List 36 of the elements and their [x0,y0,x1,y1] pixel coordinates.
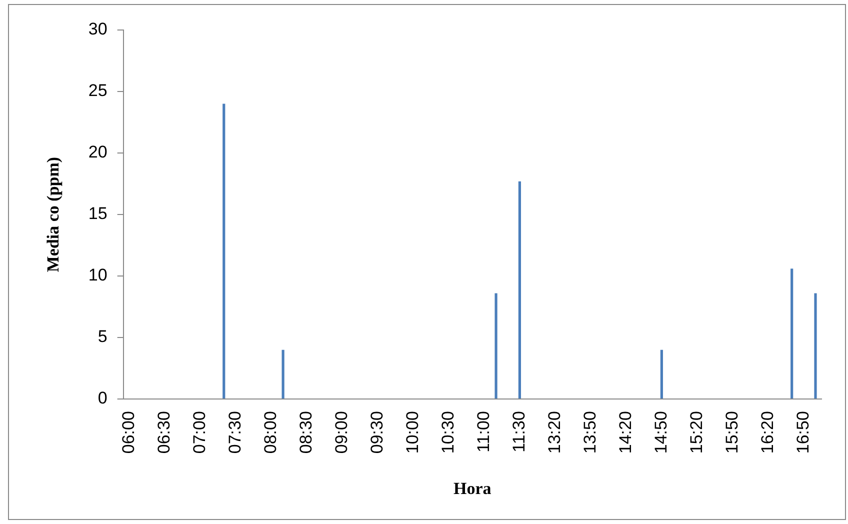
x-tick-label: 13:20 [544,411,564,454]
y-tick-label: 30 [88,20,108,39]
bar [222,104,226,399]
bar [790,268,794,399]
x-tick-label: 06:30 [154,411,174,454]
y-tick-label: 15 [88,204,108,224]
x-tick-label: 09:30 [367,411,386,454]
y-tick-label: 10 [88,266,108,285]
x-tick-label: 08:00 [260,411,280,454]
bar [518,181,521,399]
bar [814,293,817,399]
bar [494,293,498,399]
y-tick-label: 20 [88,142,108,162]
x-tick-label: 11:00 [474,411,493,452]
y-tick-label: 5 [98,327,108,346]
x-axis-title: Hora [453,479,492,498]
x-tick-label: 10:30 [438,411,458,454]
x-tick-label: 09:00 [332,411,351,454]
x-tick-label: 06:00 [118,411,138,454]
y-axis-title: Media co (ppm) [44,156,63,272]
y-tick-label: 0 [98,388,108,408]
x-tick-label: 14:50 [651,411,670,454]
x-tick-label: 13:50 [580,411,600,454]
x-tick-label: 15:20 [686,411,706,454]
x-tick-label: 08:30 [296,411,316,454]
bar [660,350,663,399]
x-tick-label: 15:50 [722,411,742,454]
x-tick-label: 10:00 [402,411,422,454]
x-tick-label: 07:30 [225,411,244,454]
x-tick-label: 07:00 [190,411,209,454]
bar [282,350,284,399]
x-tick-label: 16:20 [758,411,777,454]
x-tick-label: 14:20 [616,411,635,454]
x-tick-label: 11:30 [509,411,528,452]
x-tick-label: 16:50 [793,411,812,454]
y-tick-label: 25 [88,81,108,100]
